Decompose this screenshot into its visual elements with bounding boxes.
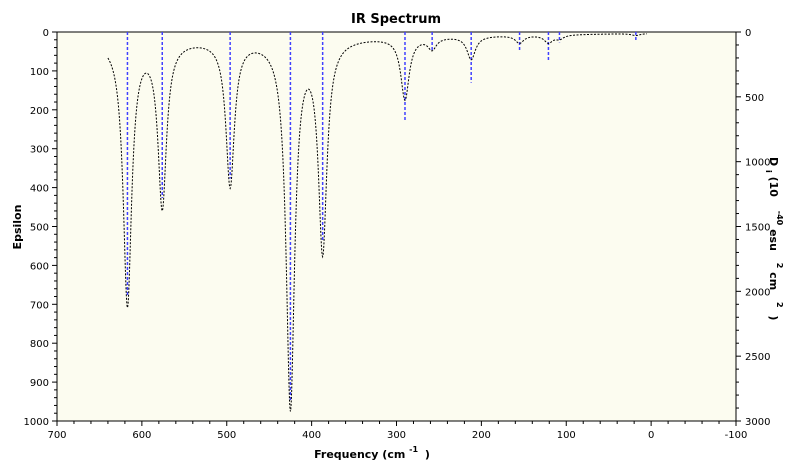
y-tick-label: 900 (30, 378, 49, 389)
x-tick-label: 200 (472, 430, 491, 441)
y-tick-label: 1000 (24, 417, 49, 428)
stick-spectrum (126, 32, 637, 402)
y2-tick-label: 2000 (745, 287, 770, 298)
x-axis-ticks: 700 600 500 400 300 200 100 0 -100 (47, 421, 747, 441)
y2-label-c: cm (767, 272, 780, 290)
x-tick-label: 0 (648, 430, 654, 441)
plot-area (56, 31, 737, 422)
y-tick-label: 700 (30, 300, 49, 311)
y2-label-a: (10 (767, 177, 780, 198)
x-axis-label: Frequency (cm -1 ) (314, 442, 430, 461)
y2-label-b: esu (767, 229, 780, 251)
x-tick-label: 400 (302, 430, 321, 441)
y2-label-d-close: ) (767, 315, 780, 320)
y2-tick-label: 1500 (745, 223, 770, 234)
y-axis-ticks: 0 100 200 300 400 500 600 700 800 900 1000 (24, 28, 57, 428)
chart-title: IR Spectrum (351, 12, 441, 27)
y-tick-label: 100 (30, 67, 49, 78)
y2-label-sup3: 2 (775, 302, 784, 308)
y-axis-label: Epsilon (11, 205, 24, 250)
x-tick-label: 300 (387, 430, 406, 441)
x-tick-label: 600 (132, 430, 151, 441)
y2-tick-label: 0 (745, 28, 751, 39)
y2-label-sup2: 2 (775, 263, 784, 269)
y2-label-sup1: -40 (775, 211, 784, 226)
x-axis-label-close: ) (425, 448, 430, 461)
x-tick-label: 100 (557, 430, 576, 441)
y-tick-label: 400 (30, 184, 49, 195)
y-tick-label: 200 (30, 106, 49, 117)
y-tick-label: 0 (43, 28, 49, 39)
y-tick-label: 300 (30, 145, 49, 156)
y2-tick-label: 500 (745, 93, 764, 104)
y2-axis-ticks: 0 500 1000 1500 2000 2500 3000 (736, 28, 770, 428)
y2-tick-label: 3000 (745, 417, 770, 428)
x-axis-label-text: Frequency (cm (314, 448, 405, 461)
x-tick-label: 500 (217, 430, 236, 441)
y-tick-label: 500 (30, 223, 49, 234)
x-tick-label: 700 (47, 430, 66, 441)
y2-label-sub: i (764, 170, 773, 173)
x-axis-label-sup: -1 (409, 445, 418, 454)
y-tick-label: 600 (30, 261, 49, 272)
y2-tick-label: 2500 (745, 352, 770, 363)
y-tick-label: 800 (30, 339, 49, 350)
x-tick-label: -100 (725, 430, 748, 441)
y2-label-d: D (767, 157, 780, 166)
y2-axis-label: D i (10 -40 esu 2 cm 2 ) (763, 157, 787, 320)
spectrum-curve (107, 33, 647, 412)
y2-tick-label: 1000 (745, 158, 770, 169)
